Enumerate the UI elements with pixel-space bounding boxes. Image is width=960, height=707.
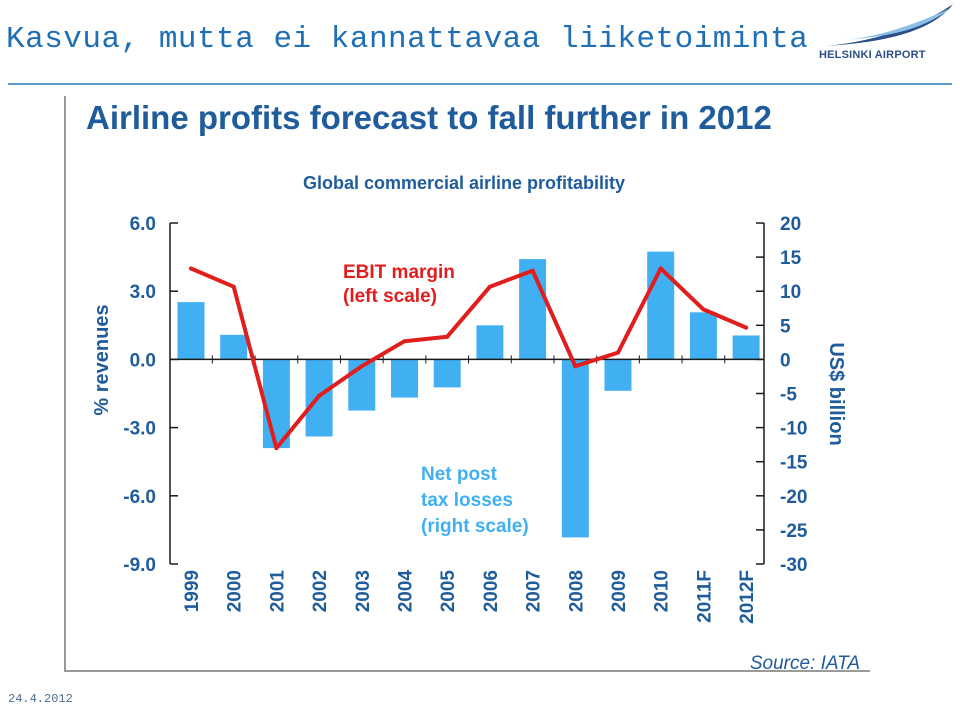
chart-axes: 6.0 3.0 0.0 -3.0 -6.0 -9.0 20 15 10 5 0 -5 -10 -15 -20… bbox=[123, 214, 808, 624]
x-tick-label: 2007 bbox=[524, 570, 545, 612]
right-axis-label: US$ billion bbox=[825, 342, 847, 445]
x-tick-label: 2005 bbox=[438, 570, 459, 613]
bar-2001 bbox=[262, 359, 290, 449]
slide-title: Kasvua, mutta ei kannattavaa liiketoimin… bbox=[6, 22, 809, 57]
ebit-point-2007 bbox=[530, 268, 535, 273]
ebit-annotation-line2: (left scale) bbox=[343, 286, 437, 307]
right-tick-label: 5 bbox=[780, 316, 791, 337]
bar-2012F bbox=[732, 335, 760, 360]
x-tick-label: 2002 bbox=[310, 570, 331, 612]
slide-date: 24.4.2012 bbox=[8, 692, 73, 706]
left-axis-label: % revenues bbox=[91, 304, 113, 415]
title-divider bbox=[8, 83, 952, 85]
chart-subtitle: Global commercial airline profitability bbox=[303, 173, 625, 193]
chart-title: Airline profits forecast to fall further… bbox=[86, 99, 772, 136]
chart-image: Airline profits forecast to fall further… bbox=[64, 96, 870, 672]
right-tick-label: -10 bbox=[780, 419, 807, 440]
ebit-point-2001 bbox=[274, 446, 279, 451]
x-tick-label: 2008 bbox=[566, 570, 587, 612]
bar-2000 bbox=[220, 334, 248, 360]
bar-2005 bbox=[433, 359, 461, 388]
ebit-point-2003 bbox=[359, 364, 364, 369]
ebit-point-2011F bbox=[701, 307, 706, 312]
x-tick-label: 2001 bbox=[267, 570, 288, 613]
x-tick-label: 2004 bbox=[396, 570, 417, 613]
bar-2006 bbox=[476, 325, 504, 360]
ebit-annotation-line1: EBIT margin bbox=[343, 262, 455, 283]
x-tick-label: 2003 bbox=[353, 570, 374, 612]
ebit-point-2004 bbox=[402, 339, 407, 344]
x-tick-label: 2000 bbox=[225, 570, 246, 612]
bar-1999 bbox=[177, 302, 205, 360]
ebit-margin-line bbox=[189, 266, 749, 451]
ebit-point-2000 bbox=[231, 284, 236, 289]
ebit-point-2012F bbox=[744, 325, 749, 330]
right-tick-label: -5 bbox=[780, 385, 797, 406]
x-tick-label: 2009 bbox=[609, 570, 630, 612]
ebit-point-2008 bbox=[573, 364, 578, 369]
ebit-point-2009 bbox=[616, 350, 620, 355]
right-tick-label: -25 bbox=[780, 521, 808, 542]
chart-background bbox=[64, 96, 870, 672]
ebit-point-2002 bbox=[317, 393, 322, 398]
bar-2009 bbox=[604, 359, 632, 391]
line-series bbox=[189, 266, 749, 451]
left-tick-label: -6.0 bbox=[123, 487, 156, 508]
left-tick-label: 0.0 bbox=[130, 350, 156, 371]
x-tick-label: 1999 bbox=[182, 570, 203, 612]
right-tick-label: -15 bbox=[780, 453, 808, 474]
helsinki-airport-logo: HELSINKI AIRPORT bbox=[815, 4, 955, 74]
bar-2004 bbox=[391, 359, 418, 398]
left-tick-label: -9.0 bbox=[123, 555, 156, 576]
right-tick-label: 10 bbox=[780, 282, 801, 303]
bar-annotation-line1: Net post bbox=[421, 464, 498, 485]
ebit-point-2006 bbox=[487, 284, 492, 289]
x-tick-label: 2011F bbox=[694, 570, 715, 623]
x-tick-label: 2012F bbox=[737, 570, 758, 624]
source-note: Source: IATA bbox=[750, 653, 860, 672]
left-tick-label: 3.0 bbox=[130, 282, 156, 303]
ebit-point-1999 bbox=[189, 266, 193, 271]
x-tick-label: 2010 bbox=[652, 570, 673, 612]
right-tick-label: -20 bbox=[780, 487, 807, 508]
ebit-point-2010 bbox=[658, 266, 663, 271]
right-tick-label: 15 bbox=[780, 248, 802, 269]
left-tick-label: 6.0 bbox=[130, 214, 156, 235]
bar-annotation-line2: tax losses bbox=[421, 490, 513, 511]
bar-series bbox=[177, 251, 760, 538]
bar-annotation-line3: (right scale) bbox=[421, 516, 529, 537]
right-tick-label: 0 bbox=[780, 350, 791, 371]
logo-text: HELSINKI AIRPORT bbox=[819, 49, 926, 61]
x-tick-label: 2006 bbox=[481, 570, 502, 612]
logo-swoosh-icon bbox=[825, 4, 953, 46]
right-tick-label: -30 bbox=[780, 555, 807, 576]
right-tick-label: 20 bbox=[780, 214, 801, 235]
ebit-point-2005 bbox=[445, 334, 450, 339]
left-tick-label: -3.0 bbox=[123, 419, 156, 440]
bar-2008 bbox=[561, 359, 589, 538]
airline-profitability-chart: Airline profits forecast to fall further… bbox=[64, 96, 870, 672]
bar-2011F bbox=[689, 312, 717, 360]
